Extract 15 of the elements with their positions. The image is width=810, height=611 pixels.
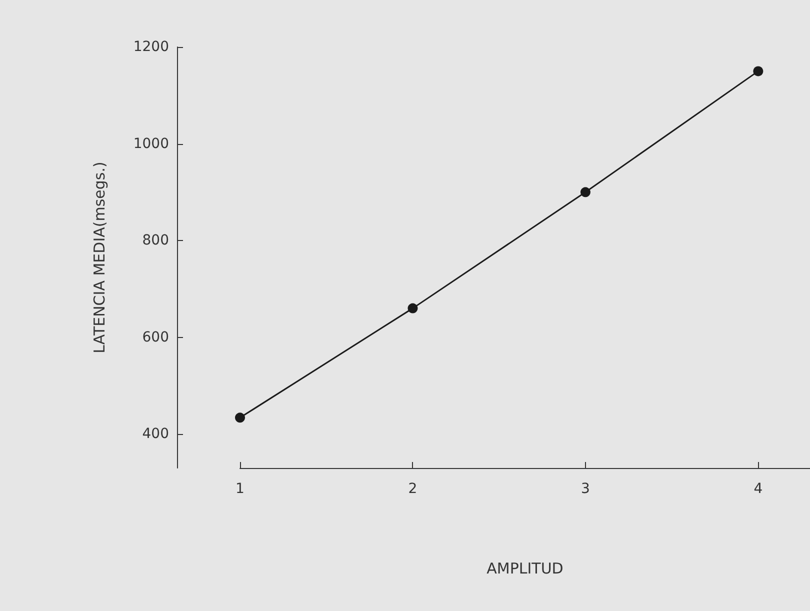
y-tick-label: 1000 <box>133 136 169 152</box>
y-tick-label: 600 <box>142 329 169 346</box>
y-tick-label: 400 <box>142 426 169 442</box>
x-tick-label: 1 <box>236 481 244 497</box>
x-tick-label: 3 <box>580 481 590 497</box>
point <box>408 303 418 314</box>
x-axis-title: AMPLITUD <box>486 560 564 578</box>
y-tick-label: 1200 <box>133 39 169 55</box>
y-tick-label: 800 <box>142 232 169 249</box>
point <box>235 412 245 423</box>
point <box>753 66 764 76</box>
x-tick-label: 4 <box>754 481 763 497</box>
point <box>580 187 590 198</box>
y-axis-title: LATENCIA MEDIA(msegs.) <box>90 162 108 354</box>
x-tick-label: 2 <box>408 481 418 497</box>
